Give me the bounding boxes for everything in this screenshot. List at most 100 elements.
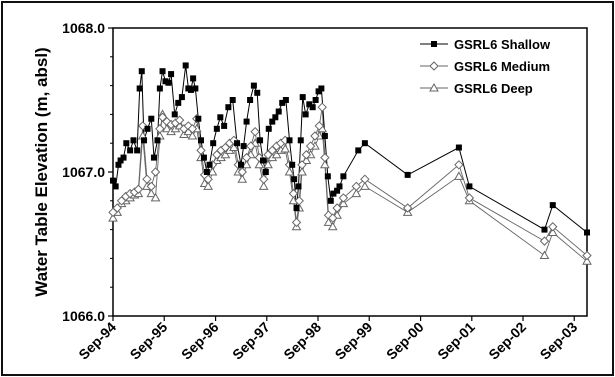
- shallow-point: [293, 205, 300, 211]
- shallow-point: [171, 111, 178, 118]
- shallow-point: [549, 202, 556, 209]
- x-tick-label: Sep-02: [485, 319, 529, 363]
- deep-point: [162, 123, 172, 133]
- shallow-point: [234, 140, 241, 147]
- medium-point: [294, 196, 304, 206]
- deep-point: [146, 188, 157, 198]
- shallow-point: [334, 187, 341, 194]
- medium-point: [548, 222, 558, 232]
- shallow-point: [254, 89, 261, 96]
- x-tick-label: Sep-97: [229, 319, 273, 363]
- x-tick-label: Sep-94: [75, 319, 119, 363]
- shallow-point: [291, 176, 298, 183]
- shallow-point: [123, 140, 130, 147]
- medium-point: [429, 61, 439, 71]
- x-tick-label: Sep-00: [383, 319, 427, 363]
- shallow-point: [130, 137, 137, 144]
- shallow-point: [175, 99, 182, 106]
- deep-point: [429, 82, 439, 92]
- medium-point: [241, 152, 252, 163]
- shallow-point: [269, 118, 276, 125]
- medium-point: [402, 203, 413, 213]
- deep-point: [229, 142, 239, 152]
- deep-point: [338, 198, 349, 208]
- medium-point: [320, 152, 330, 163]
- x-tick-label: Sep-01: [434, 319, 478, 363]
- medium-point: [314, 121, 324, 131]
- x-tick-label: Sep-03: [537, 319, 581, 363]
- deep-point: [320, 159, 330, 169]
- medium-point: [301, 150, 312, 160]
- medium-point: [360, 174, 370, 184]
- shallow-point: [182, 62, 189, 69]
- legend: GSRL6 Shallow GSRL6 Medium GSRL6 Deep: [420, 37, 551, 96]
- medium-point: [332, 203, 342, 213]
- shallow-point: [324, 173, 331, 180]
- shallow-point: [165, 79, 172, 86]
- medium-point: [464, 193, 475, 203]
- legend-label-deep: GSRL6 Deep: [454, 81, 533, 96]
- shallow-point: [195, 115, 202, 122]
- deep-point: [582, 256, 592, 265]
- medium-point: [203, 174, 213, 184]
- shallow-point: [141, 137, 148, 144]
- shallow-point: [247, 97, 254, 103]
- medium-point: [246, 141, 256, 151]
- shallow-point: [110, 177, 116, 184]
- shallow-point: [178, 94, 185, 101]
- medium-point: [305, 141, 316, 151]
- shallow-point: [197, 137, 204, 144]
- shallow-point: [243, 118, 250, 125]
- medium-point: [328, 213, 338, 223]
- shallow-point: [154, 137, 161, 144]
- deep-point: [207, 166, 218, 176]
- deep-point: [327, 221, 338, 231]
- shallow-point: [312, 97, 319, 103]
- shallow-point: [275, 108, 282, 115]
- shallow-point: [340, 173, 347, 180]
- shallow-point: [159, 68, 166, 75]
- shallow-point: [455, 144, 462, 151]
- shallow-point: [265, 125, 272, 132]
- x-tick-label: Sep-98: [280, 319, 324, 363]
- shallow-point: [115, 161, 122, 168]
- x-tick-label: Sep-96: [178, 319, 222, 363]
- y-tick-label: 1067.0: [62, 164, 105, 180]
- shallow-point: [297, 137, 304, 144]
- shallow-point: [466, 183, 473, 190]
- shallow-point: [286, 137, 293, 144]
- medium-point: [351, 181, 362, 192]
- x-tick-label: Sep-99: [332, 319, 376, 363]
- x-tick-label: Sep-95: [127, 319, 171, 363]
- deep-point: [297, 166, 307, 176]
- shallow-point: [188, 86, 195, 93]
- series-line-shallow: [112, 65, 588, 233]
- medium-point: [237, 167, 247, 177]
- deep-point: [263, 159, 273, 169]
- shallow-point: [309, 104, 316, 111]
- shallow-point: [213, 125, 220, 132]
- shallow-point: [279, 99, 286, 106]
- medium-point: [174, 115, 185, 125]
- shallow-point: [127, 147, 134, 154]
- medium-point: [291, 217, 302, 228]
- deep-point: [284, 166, 295, 176]
- shallow-point: [150, 154, 157, 161]
- shallow-point: [321, 133, 328, 139]
- deep-point: [301, 155, 312, 164]
- deep-point: [280, 143, 291, 153]
- deep-point: [258, 181, 269, 190]
- shallow-point: [203, 169, 210, 175]
- shallow-point: [257, 137, 264, 144]
- shallow-point: [299, 94, 306, 101]
- medium-point: [539, 236, 550, 246]
- deep-point: [539, 250, 550, 260]
- shallow-point: [295, 183, 302, 190]
- shallow-point: [250, 82, 257, 89]
- shallow-point: [330, 190, 337, 197]
- medium-point: [288, 188, 299, 199]
- medium-point: [317, 102, 327, 112]
- deep-point: [237, 174, 248, 183]
- shallow-point: [289, 161, 296, 168]
- shallow-point: [217, 114, 224, 121]
